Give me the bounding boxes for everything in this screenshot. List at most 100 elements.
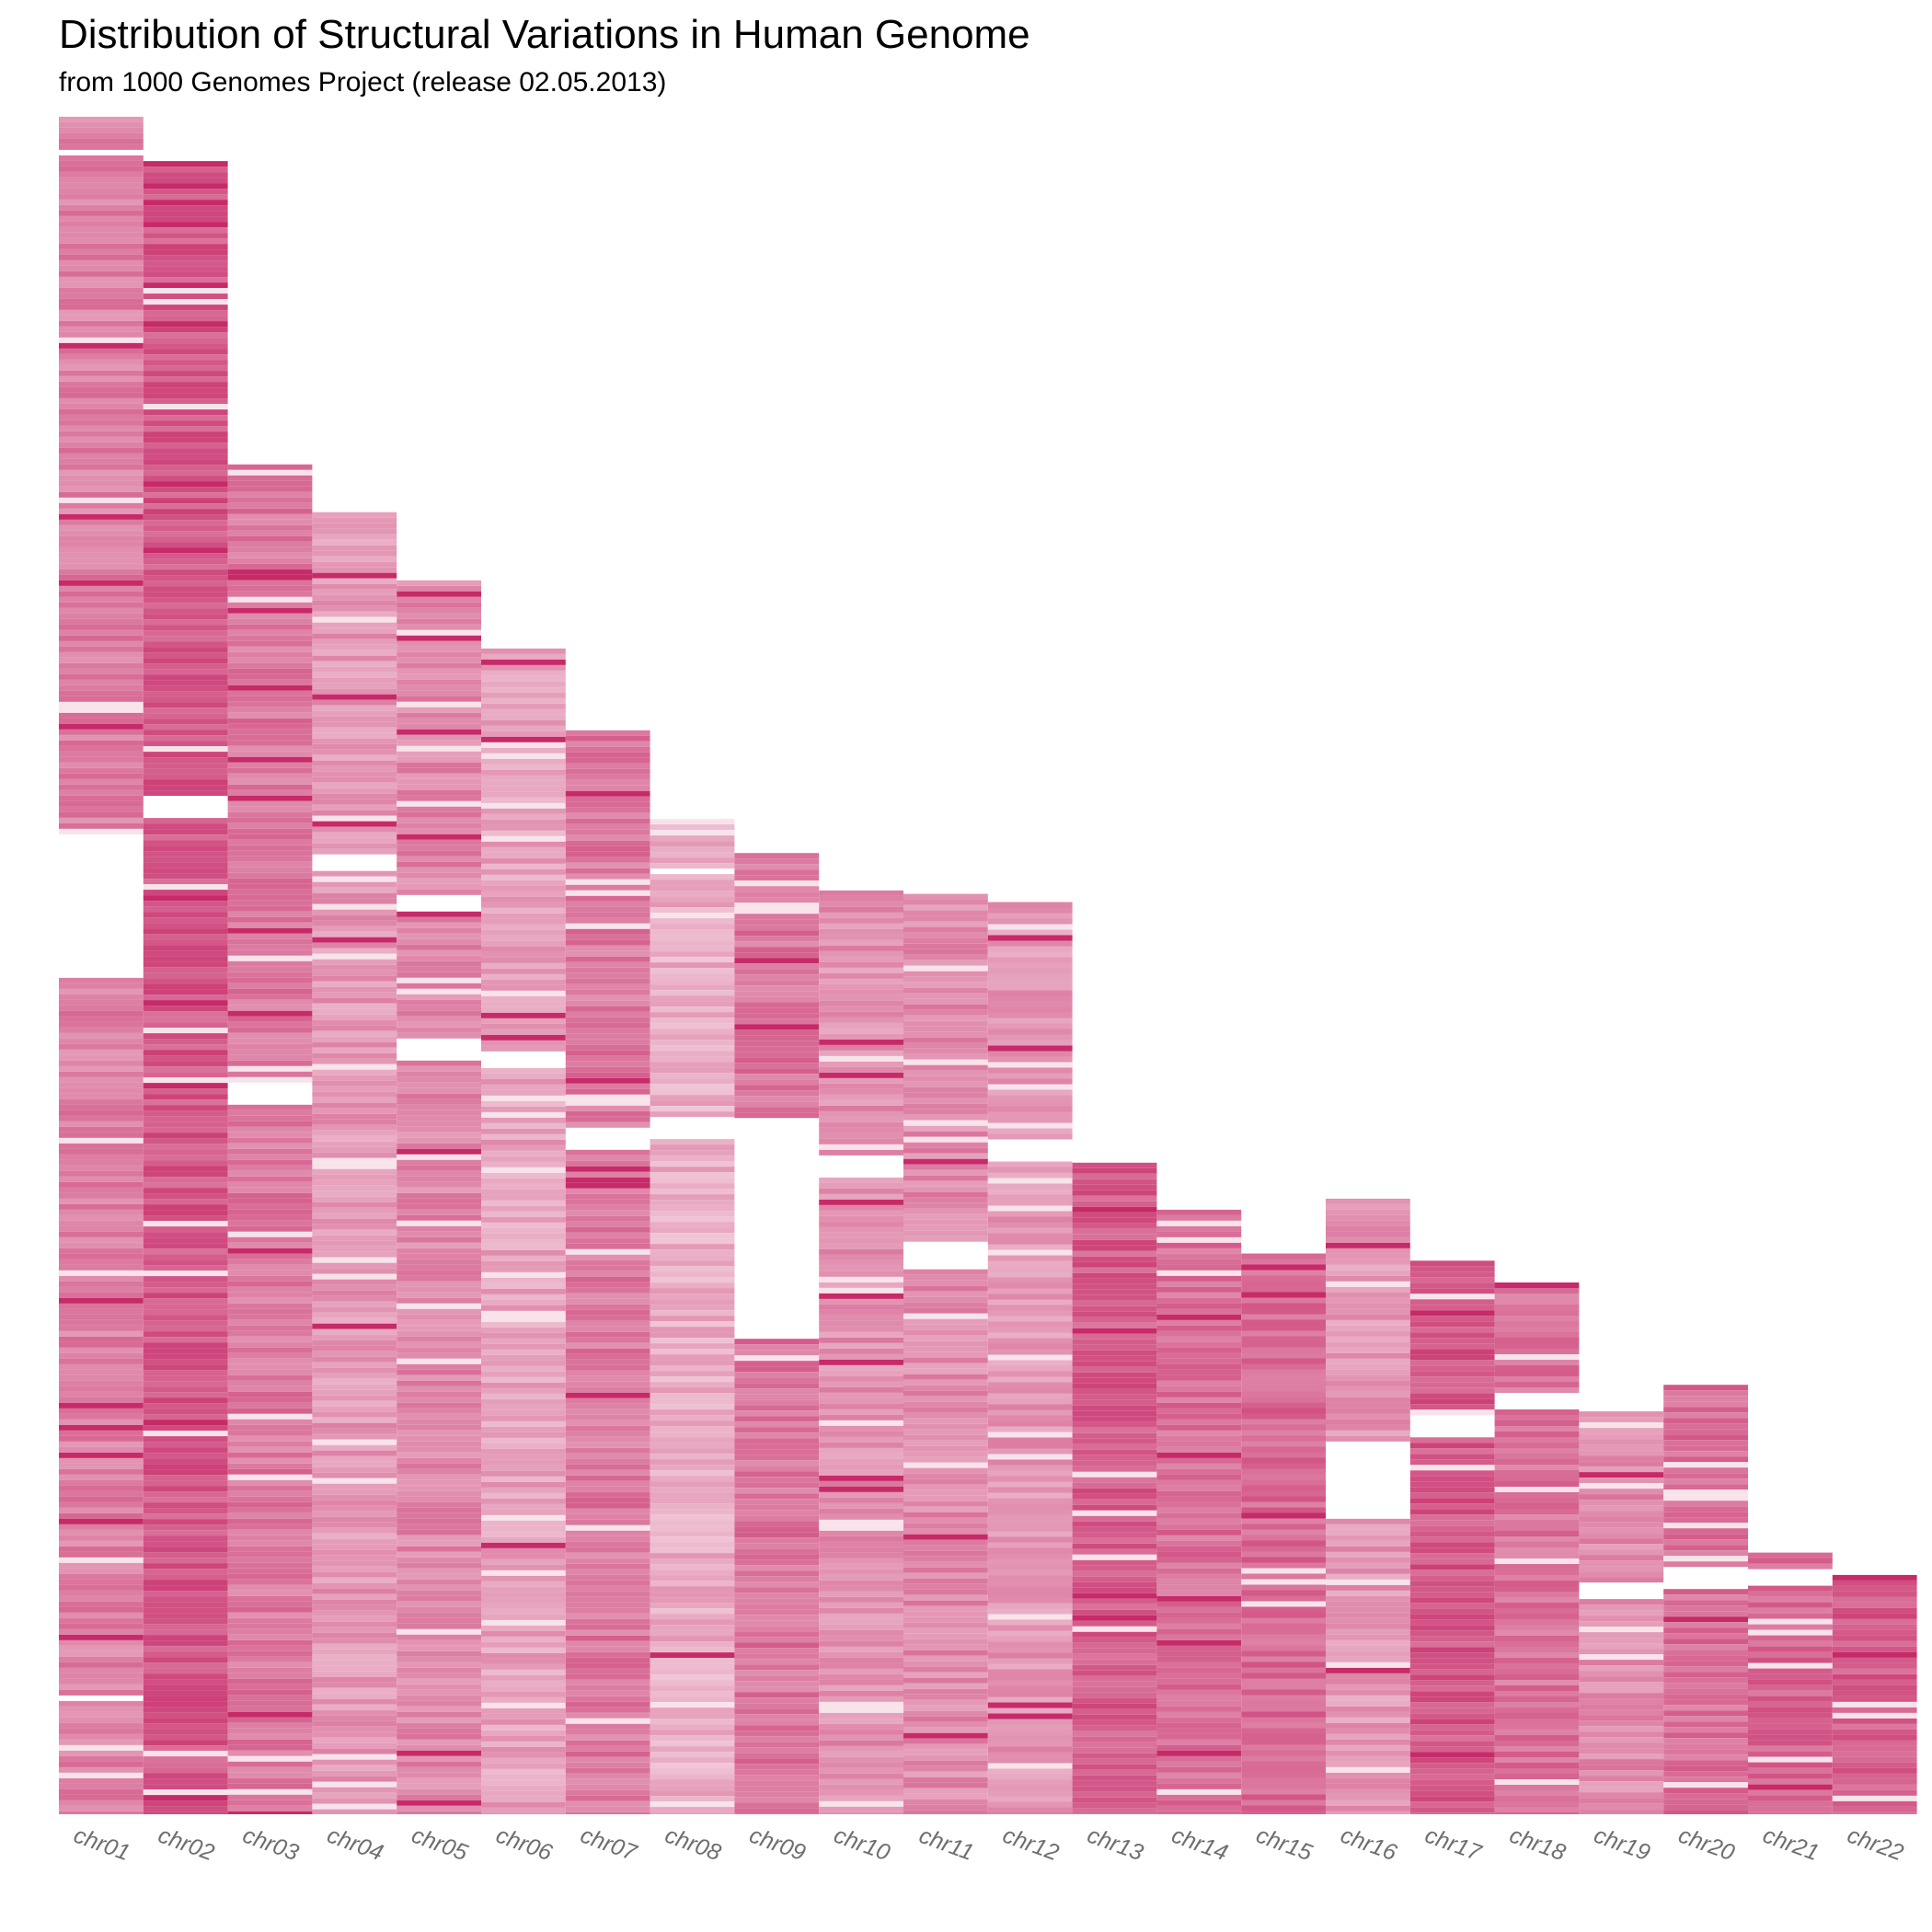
heat-band <box>987 1040 1073 1046</box>
heat-band <box>1156 1673 1242 1679</box>
heat-band <box>987 907 1073 914</box>
heat-band <box>1241 1363 1326 1370</box>
heat-band <box>1241 1662 1326 1668</box>
heat-band <box>312 1008 397 1015</box>
heat-band <box>227 508 313 514</box>
heat-band <box>481 1570 566 1576</box>
heat-band <box>227 1689 313 1696</box>
heat-band <box>1241 1341 1326 1348</box>
heat-band <box>1579 1516 1664 1523</box>
heat-band <box>819 1740 903 1746</box>
heat-band <box>397 1176 481 1182</box>
heat-band <box>1494 1327 1580 1332</box>
heat-band <box>565 1392 650 1398</box>
heat-band <box>227 1463 313 1469</box>
heat-band <box>1579 1742 1664 1749</box>
heat-band <box>565 1486 650 1492</box>
heat-band <box>987 1481 1073 1488</box>
heat-band <box>1241 1446 1326 1453</box>
heat-band <box>227 569 313 575</box>
heat-band <box>1409 1564 1495 1570</box>
heat-band <box>1579 1422 1664 1429</box>
heat-band <box>650 1227 735 1234</box>
heat-band <box>650 1018 735 1024</box>
heat-band <box>565 1464 650 1470</box>
heat-band <box>1156 1457 1242 1464</box>
heat-band <box>143 1166 228 1172</box>
heat-band <box>734 1399 820 1406</box>
heat-band <box>819 1789 903 1796</box>
heat-band <box>1494 1432 1580 1437</box>
heat-band <box>650 1040 735 1046</box>
heat-band <box>397 789 481 796</box>
heat-band <box>59 1330 144 1337</box>
heat-band <box>397 1397 481 1403</box>
heat-band <box>59 1590 144 1596</box>
heat-band <box>1156 1369 1242 1375</box>
heat-band <box>650 1178 735 1184</box>
heat-band <box>59 707 144 713</box>
heat-band <box>312 512 397 518</box>
heat-band <box>987 1724 1073 1731</box>
heat-band <box>1409 1685 1495 1692</box>
heat-band <box>227 535 313 542</box>
heat-band <box>1579 1638 1664 1644</box>
heat-band <box>143 1773 228 1779</box>
heat-band <box>565 1353 650 1360</box>
heat-band <box>227 1601 313 1607</box>
heat-band <box>143 321 228 328</box>
heat-band <box>1156 1501 1242 1508</box>
heat-band <box>481 1735 566 1742</box>
heat-band <box>1579 1776 1664 1782</box>
heat-band <box>1579 1759 1664 1765</box>
column-chr21 <box>1748 1552 1833 1814</box>
heat-band <box>227 1557 313 1563</box>
heat-band <box>59 1121 144 1127</box>
heat-band <box>143 917 228 924</box>
heat-band <box>397 1071 481 1077</box>
heat-band <box>819 1326 903 1332</box>
heat-band <box>481 1531 566 1537</box>
heat-band <box>312 1257 397 1263</box>
heat-band <box>1072 1537 1157 1544</box>
heat-band <box>481 786 566 792</box>
heat-band <box>59 392 144 398</box>
heat-band <box>143 857 228 863</box>
heat-band <box>59 629 144 636</box>
heat-band <box>819 1348 903 1354</box>
heat-band <box>227 883 313 890</box>
heat-band <box>1494 1669 1580 1674</box>
heat-band <box>1326 1805 1410 1811</box>
heat-band <box>819 1635 903 1641</box>
heat-band <box>987 1630 1073 1637</box>
heat-band <box>481 946 566 952</box>
heat-band <box>1072 1631 1157 1638</box>
heat-band <box>1326 1347 1410 1353</box>
heat-band <box>565 945 650 951</box>
heat-band <box>143 757 228 764</box>
heat-band <box>397 1468 481 1475</box>
heat-band <box>987 1106 1073 1112</box>
heat-band <box>397 1639 481 1646</box>
heat-band <box>650 1211 735 1217</box>
heat-band <box>734 1736 820 1742</box>
heat-band <box>650 1089 735 1096</box>
heat-band <box>143 746 228 753</box>
heat-band <box>1156 1253 1242 1259</box>
heat-band <box>59 1457 144 1464</box>
heat-band <box>227 751 313 757</box>
heat-band <box>1748 1795 1833 1801</box>
heat-band <box>650 973 735 980</box>
heat-band <box>312 1124 397 1131</box>
heat-band <box>565 1155 650 1161</box>
heat-band <box>987 1498 1073 1504</box>
heat-band <box>1494 1790 1580 1796</box>
heat-band <box>819 1182 903 1189</box>
heat-band <box>650 1156 735 1162</box>
heat-band <box>312 1362 397 1368</box>
heat-band <box>143 730 228 736</box>
heat-band <box>59 1662 144 1668</box>
heat-band <box>481 1100 566 1107</box>
heat-band <box>59 138 144 144</box>
heat-band <box>397 1800 481 1806</box>
